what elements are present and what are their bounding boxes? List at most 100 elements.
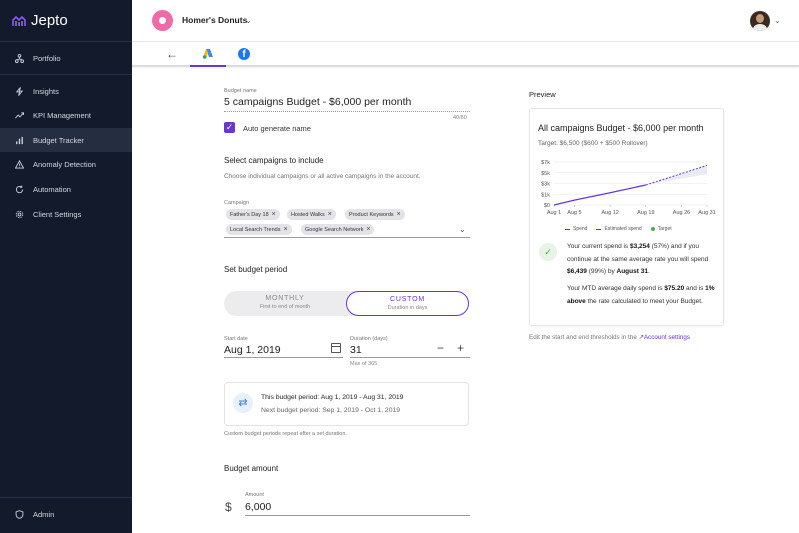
sidebar-divider [0,74,132,75]
close-icon[interactable]: × [271,211,276,218]
period-info-card: ⇄ This budget period: Aug 1, 2019 - Aug … [224,382,469,426]
campaign-underline [224,237,470,238]
trend-icon [15,111,24,118]
sidebar-item-budget-tracker[interactable]: Budget Tracker [0,128,132,152]
amount-input[interactable]: 6,000 [245,501,272,513]
start-date-label: Start date [224,336,248,342]
start-date-input[interactable]: Aug 1, 2019 [224,344,281,356]
amount-title: Budget amount [224,464,279,473]
close-icon[interactable]: × [366,226,371,233]
sidebar-item-portfolio[interactable]: Portfolio [0,46,132,70]
org-avatar[interactable] [152,10,173,31]
x-tick-label: Aug 1 [547,210,561,216]
preview-target: Target: $6,500 ($600 + $500 Rollover) [538,140,648,147]
sidebar-item-label: Automation [33,184,71,194]
campaign-chip[interactable]: Hosted Walks × [287,209,336,220]
warning-icon [15,159,24,169]
start-date-underline [224,357,343,358]
plus-icon[interactable]: + [457,341,465,355]
sidebar-item-label: Anomaly Detection [33,159,96,169]
campaigns-title: Select campaigns to include [224,156,324,165]
external-link-icon[interactable]: ↗ [638,334,644,341]
sidebar-item-admin[interactable]: Admin [0,502,132,526]
sidebar-item-label: Insights [33,86,59,96]
user-avatar[interactable] [750,11,770,31]
y-tick-label: $5k [541,171,550,177]
lightning-icon [15,86,24,96]
campaign-chip[interactable]: Product Keywords × [345,209,405,220]
chip-label: Father's Day 18 [230,211,269,218]
close-icon[interactable]: × [327,211,332,218]
bar-chart-icon [16,136,23,144]
minus-icon[interactable]: − [437,341,445,355]
org-name[interactable]: Homer's Donuts [182,15,248,25]
sidebar-divider [0,497,132,498]
x-tick-label: Aug 12 [601,210,618,216]
sidebar-item-label: Budget Tracker [33,135,84,145]
estimated-spend-line [645,164,708,186]
y-tick-label: $1k [541,192,550,198]
sidebar-item-anomaly-detection[interactable]: Anomaly Detection [0,152,132,176]
estimated-area [645,165,707,186]
char-counter: 40/80 [453,115,467,121]
auto-generate-checkbox[interactable]: ✓ [224,122,235,133]
monthly-option[interactable]: MONTHLY First to end of month [224,291,346,316]
campaign-chip[interactable]: Google Search Network × [301,224,375,235]
sidebar-item-client-settings[interactable]: Client Settings [0,202,132,226]
period-toggle: MONTHLY First to end of month CUSTOM Dur… [224,291,469,316]
chevron-down-icon[interactable]: ⌄ [459,225,466,234]
sidebar-divider [0,41,132,42]
shield-icon [15,509,24,519]
back-arrow-icon[interactable]: ← [166,47,178,61]
sidebar-item-automation[interactable]: Automation [0,177,132,201]
account-settings-link[interactable]: Account settings [643,334,691,341]
duration-input[interactable]: 31 [350,344,362,356]
amount-underline [245,515,470,516]
close-icon[interactable]: × [283,226,288,233]
sidebar-item-label: Admin [33,509,55,519]
legend-estimated: Estimated spend [596,226,642,232]
preview-card: All campaigns Budget - $6,000 per month … [529,108,724,326]
custom-option[interactable]: CUSTOM Duration in days [346,291,469,316]
campaign-chip[interactable]: Local Search Trends × [226,224,292,235]
chip-label: Hosted Walks [291,211,325,218]
y-tick-label: $7k [541,160,550,166]
sidebar-item-label: Portfolio [33,53,61,63]
x-tick-label: Aug 31 [698,210,715,216]
close-icon[interactable]: × [396,211,401,218]
preview-budget-title: All campaigns Budget - $6,000 per month [538,123,704,133]
budget-name-input[interactable]: 5 campaigns Budget - $6,000 per month [224,96,412,108]
chevron-down-icon[interactable]: ⌄ [774,16,781,25]
chevron-down-icon[interactable]: ⌄ [245,16,252,25]
campaign-field-label: Campaign [224,200,250,206]
currency-symbol: $ [225,500,232,514]
input-underline [224,111,470,112]
spend-summary-text: Your current spend is $3,254 (57%) and i… [567,243,709,275]
check-icon: ✓ [539,243,557,261]
daily-spend-text: Your MTD average daily spend is $75.20 a… [567,285,715,305]
amount-label: Amount [245,492,264,498]
brand-logo[interactable]: Jepto [12,12,68,29]
duration-label: Duration (days) [350,336,388,342]
facebook-icon[interactable]: f [238,48,250,60]
tab-google-ads[interactable] [190,42,226,67]
auto-generate-label: Auto generate name [243,124,311,133]
top-bar: Homer's Donuts ⌄ ⌄ [132,0,799,42]
campaigns-subtitle: Choose individual campaigns or all activ… [224,173,421,180]
sidebar-item-insights[interactable]: Insights [0,79,132,103]
chip-label: Google Search Network [305,226,364,233]
custom-sublabel: Duration in days [387,305,428,311]
sidebar: Jepto Portfolio Insights KPI Management … [0,0,132,533]
x-tick-label: Aug 26 [673,210,690,216]
chip-label: Local Search Trends [230,226,281,233]
repeat-icon: ⇄ [233,393,253,413]
sidebar-item-label: Client Settings [33,209,82,219]
campaign-chip[interactable]: Father's Day 18 × [226,209,280,220]
period-title: Set budget period [224,265,288,274]
sidebar-item-kpi-management[interactable]: KPI Management [0,103,132,127]
google-ads-icon [202,49,213,59]
calendar-icon[interactable] [331,343,341,353]
y-tick-label: $0 [544,203,550,209]
spend-line [553,184,646,206]
